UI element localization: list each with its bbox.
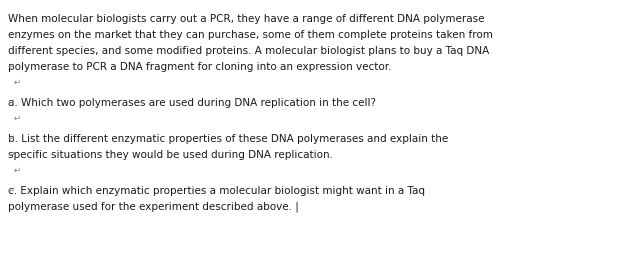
Text: polymerase used for the experiment described above. |: polymerase used for the experiment descr… (8, 202, 299, 213)
Text: enzymes on the market that they can purchase, some of them complete proteins tak: enzymes on the market that they can purc… (8, 30, 493, 40)
Text: a. Which two polymerases are used during DNA replication in the cell?: a. Which two polymerases are used during… (8, 98, 382, 108)
Text: ↵: ↵ (8, 134, 15, 143)
Text: ↵: ↵ (8, 78, 21, 87)
Text: ↵: ↵ (8, 114, 21, 123)
Text: ↵: ↵ (8, 186, 15, 195)
Text: specific situations they would be used during DNA replication.: specific situations they would be used d… (8, 150, 340, 160)
Text: ↵: ↵ (8, 150, 15, 159)
Text: When molecular biologists carry out a PCR, they have a range of different DNA po: When molecular biologists carry out a PC… (8, 14, 484, 24)
Text: different species, and some modified proteins. A molecular biologist plans to bu: different species, and some modified pro… (8, 46, 490, 56)
Text: c. Explain which enzymatic properties a molecular biologist might want in a Taq: c. Explain which enzymatic properties a … (8, 186, 432, 196)
Text: polymerase to PCR a DNA fragment for cloning into an expression vector.: polymerase to PCR a DNA fragment for clo… (8, 62, 398, 72)
Text: ↵: ↵ (8, 62, 15, 71)
Text: ↵: ↵ (8, 166, 21, 175)
Text: ↵: ↵ (8, 98, 15, 107)
Text: b. List the different enzymatic properties of these DNA polymerases and explain : b. List the different enzymatic properti… (8, 134, 455, 144)
